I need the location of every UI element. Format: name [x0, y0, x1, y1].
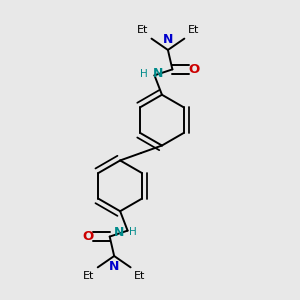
- Text: O: O: [83, 230, 94, 243]
- Text: O: O: [188, 63, 199, 76]
- Text: Et: Et: [188, 25, 199, 35]
- Text: H: H: [129, 227, 137, 237]
- Text: Et: Et: [136, 25, 148, 35]
- Text: N: N: [153, 67, 164, 80]
- Text: Et: Et: [83, 271, 94, 281]
- Text: N: N: [114, 226, 124, 239]
- Text: Et: Et: [134, 271, 146, 281]
- Text: N: N: [163, 33, 173, 46]
- Text: H: H: [140, 69, 148, 79]
- Text: N: N: [109, 260, 119, 273]
